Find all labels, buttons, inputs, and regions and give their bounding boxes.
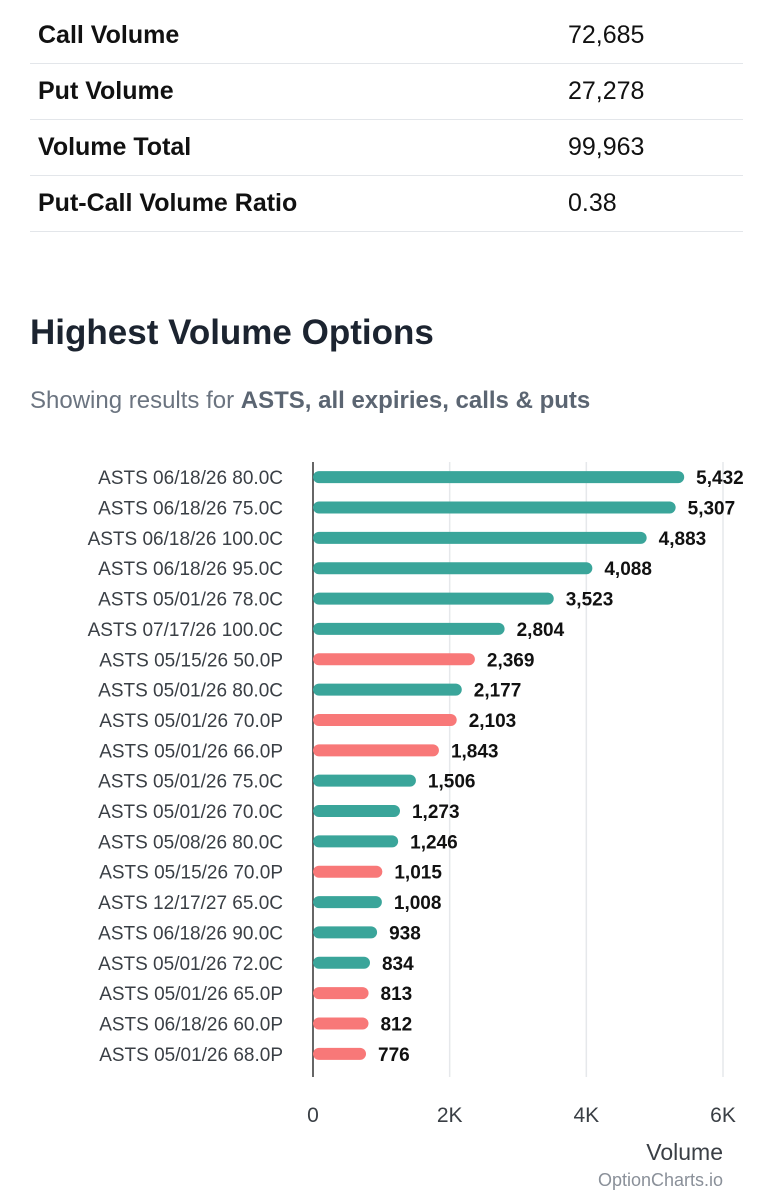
bar-call[interactable] xyxy=(313,805,400,818)
x-axis-title: Volume xyxy=(646,1139,723,1165)
bar-call[interactable] xyxy=(313,471,685,484)
category-label: ASTS 05/01/26 78.0C xyxy=(98,590,283,611)
category-label: ASTS 05/01/26 75.0C xyxy=(98,772,283,793)
bar-put[interactable] xyxy=(313,865,383,878)
x-tick-label: 2K xyxy=(437,1104,463,1127)
category-label: ASTS 05/08/26 80.0C xyxy=(98,832,283,853)
bar-put[interactable] xyxy=(313,1047,367,1060)
bar-call[interactable] xyxy=(313,683,462,696)
value-label: 5,432 xyxy=(696,468,744,489)
category-label: ASTS 05/01/26 70.0P xyxy=(99,711,283,732)
value-label: 3,523 xyxy=(566,590,614,611)
category-label: ASTS 05/01/26 66.0P xyxy=(99,741,283,762)
section-title: Highest Volume Options xyxy=(30,313,434,352)
bar-call[interactable] xyxy=(313,501,676,514)
volume-stats-table: Call Volume 72,685 Put Volume 27,278 Vol… xyxy=(30,8,743,232)
value-label: 1,246 xyxy=(410,832,458,853)
bar-call[interactable] xyxy=(313,926,378,939)
value-label: 1,015 xyxy=(394,863,442,884)
x-tick-label: 4K xyxy=(573,1104,599,1127)
value-label: 812 xyxy=(380,1014,412,1035)
stat-value: 99,963 xyxy=(568,133,645,161)
chart-subtitle: Showing results for ASTS, all expiries, … xyxy=(30,387,590,415)
chart-bars xyxy=(313,471,685,1060)
category-label: ASTS 07/17/26 100.0C xyxy=(88,620,283,641)
value-label: 2,177 xyxy=(474,681,522,702)
bar-put[interactable] xyxy=(313,713,457,726)
value-label: 2,103 xyxy=(469,711,517,732)
category-label: ASTS 06/18/26 60.0P xyxy=(99,1014,283,1035)
chart-category-labels: ASTS 06/18/26 80.0C ASTS 06/18/26 75.0C AS… xyxy=(88,468,283,1066)
bar-call[interactable] xyxy=(313,835,399,848)
value-label: 1,008 xyxy=(394,893,442,914)
stat-label: Call Volume xyxy=(38,21,180,49)
category-label: ASTS 05/01/26 70.0C xyxy=(98,802,283,823)
stat-row-put-call-ratio: Put-Call Volume Ratio 0.38 xyxy=(30,176,743,232)
stat-row-volume-total: Volume Total 99,963 xyxy=(30,120,743,176)
bar-call[interactable] xyxy=(313,956,370,969)
bar-call[interactable] xyxy=(313,622,505,635)
bar-call[interactable] xyxy=(313,896,382,909)
bar-call[interactable] xyxy=(313,774,416,787)
category-label: ASTS 05/15/26 70.0P xyxy=(99,863,283,884)
value-label: 4,088 xyxy=(604,559,652,580)
category-label: ASTS 06/18/26 100.0C xyxy=(88,529,283,550)
category-label: ASTS 05/15/26 50.0P xyxy=(99,650,283,671)
bar-call[interactable] xyxy=(313,562,593,575)
highest-volume-bar-chart: ASTS 06/18/26 80.0C ASTS 06/18/26 75.0C AS… xyxy=(88,462,744,1190)
bar-put[interactable] xyxy=(313,744,439,757)
stat-label: Put Volume xyxy=(38,77,174,105)
category-label: ASTS 05/01/26 68.0P xyxy=(99,1045,283,1066)
subtitle-filter: ASTS, all expiries, calls & puts xyxy=(240,387,591,414)
stat-value: 0.38 xyxy=(568,189,617,217)
category-label: ASTS 05/01/26 65.0P xyxy=(99,984,283,1005)
value-label: 776 xyxy=(378,1045,410,1066)
value-label: 5,307 xyxy=(688,499,736,520)
value-label: 938 xyxy=(389,923,421,944)
value-label: 834 xyxy=(382,954,414,975)
x-tick-label: 0 xyxy=(307,1104,319,1127)
stat-label: Volume Total xyxy=(38,133,192,161)
value-label: 2,804 xyxy=(517,620,565,641)
value-label: 4,883 xyxy=(659,529,707,550)
value-label: 1,843 xyxy=(451,741,499,762)
chart-x-ticks: 0 2K 4K 6K xyxy=(307,1104,736,1127)
bar-put[interactable] xyxy=(313,653,475,666)
stat-label: Put-Call Volume Ratio xyxy=(38,189,298,217)
bar-call[interactable] xyxy=(313,531,647,544)
stat-row-call-volume: Call Volume 72,685 xyxy=(30,8,743,64)
stat-value: 72,685 xyxy=(568,21,645,49)
category-label: ASTS 06/18/26 75.0C xyxy=(98,499,283,520)
subtitle-prefix: Showing results for xyxy=(30,387,241,414)
category-label: ASTS 06/18/26 95.0C xyxy=(98,559,283,580)
chart-credit: OptionCharts.io xyxy=(598,1170,723,1190)
category-label: ASTS 12/17/27 65.0C xyxy=(98,893,283,914)
bar-put[interactable] xyxy=(313,987,369,1000)
value-label: 2,369 xyxy=(487,650,535,671)
bar-put[interactable] xyxy=(313,1017,369,1030)
value-label: 1,506 xyxy=(428,772,476,793)
category-label: ASTS 05/01/26 80.0C xyxy=(98,681,283,702)
category-label: ASTS 06/18/26 80.0C xyxy=(98,468,283,489)
value-label: 1,273 xyxy=(412,802,460,823)
x-tick-label: 6K xyxy=(710,1104,736,1127)
value-label: 813 xyxy=(381,984,413,1005)
category-label: ASTS 06/18/26 90.0C xyxy=(98,923,283,944)
chart-gridlines xyxy=(312,462,724,1077)
bar-call[interactable] xyxy=(313,592,554,605)
stat-row-put-volume: Put Volume 27,278 xyxy=(30,64,743,120)
category-label: ASTS 05/01/26 72.0C xyxy=(98,954,283,975)
stat-value: 27,278 xyxy=(568,77,645,105)
